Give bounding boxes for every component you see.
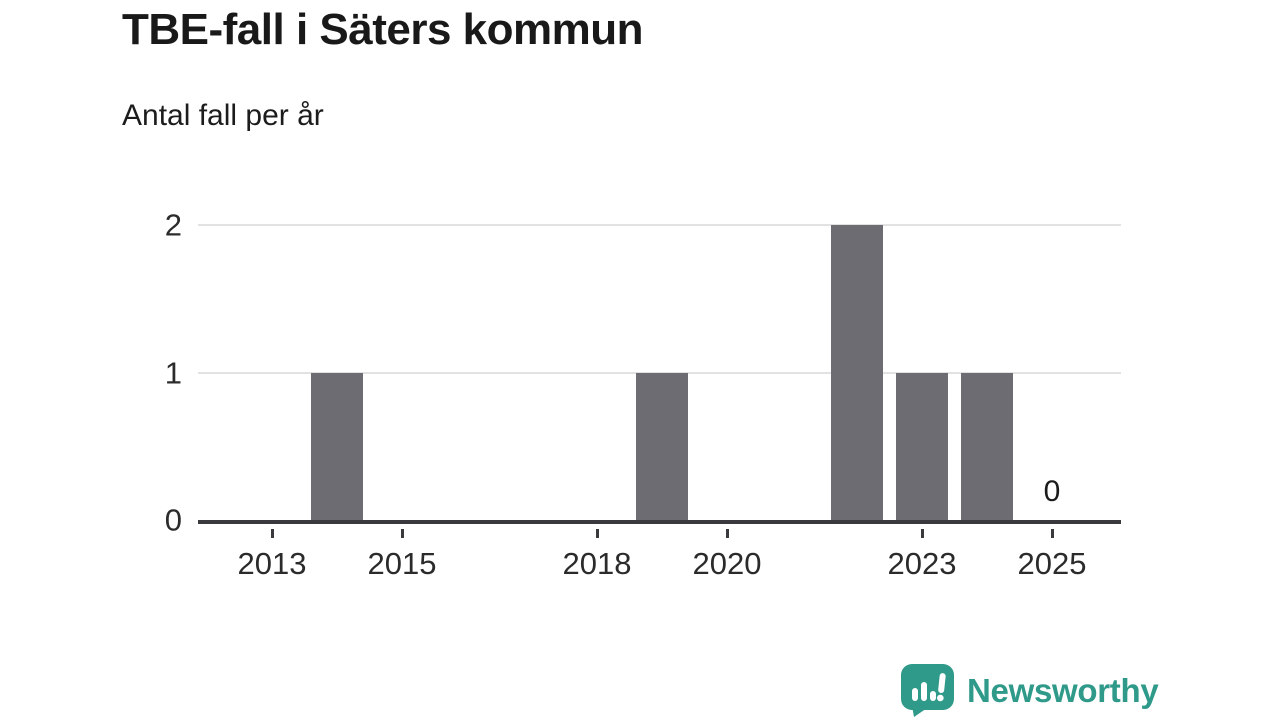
bar-2023 xyxy=(896,372,948,520)
x-tick-2020 xyxy=(725,529,729,538)
bar-2019 xyxy=(636,372,688,520)
y-tick-label-1: 1 xyxy=(164,355,182,390)
brand-footer: Newsworthy xyxy=(901,664,1159,717)
bar-2024 xyxy=(961,372,1013,520)
x-tick-label-2020: 2020 xyxy=(692,546,762,581)
bar-2022 xyxy=(831,225,883,520)
x-tick-2018 xyxy=(595,529,599,538)
x-tick-2015 xyxy=(400,529,404,538)
newsworthy-logo-icon xyxy=(901,664,954,717)
y-tick-label-0: 0 xyxy=(164,502,182,538)
x-tick-label-2023: 2023 xyxy=(887,546,957,581)
bar-2014 xyxy=(311,372,363,520)
gridline-y2 xyxy=(198,224,1121,226)
x-tick-label-2018: 2018 xyxy=(562,546,632,581)
x-tick-2023 xyxy=(920,529,924,538)
chart-subtitle: Antal fall per år xyxy=(122,99,324,132)
x-axis-labels: 2013 2015 2018 2020 2023 2025 xyxy=(198,529,1121,589)
y-axis-labels: 0 1 2 xyxy=(0,210,182,536)
x-tick-label-2025: 2025 xyxy=(1017,546,1087,581)
x-tick-2025 xyxy=(1050,529,1054,538)
y-tick-label-2: 2 xyxy=(164,207,182,243)
chart-title: TBE-fall i Säters kommun xyxy=(122,5,644,54)
plot-area: 0 xyxy=(198,224,1121,524)
data-label-2025: 0 xyxy=(1043,475,1061,508)
x-tick-label-2013: 2013 xyxy=(237,546,307,581)
x-tick-label-2015: 2015 xyxy=(367,546,437,581)
x-tick-2013 xyxy=(270,529,274,538)
brand-name: Newsworthy xyxy=(967,671,1159,709)
